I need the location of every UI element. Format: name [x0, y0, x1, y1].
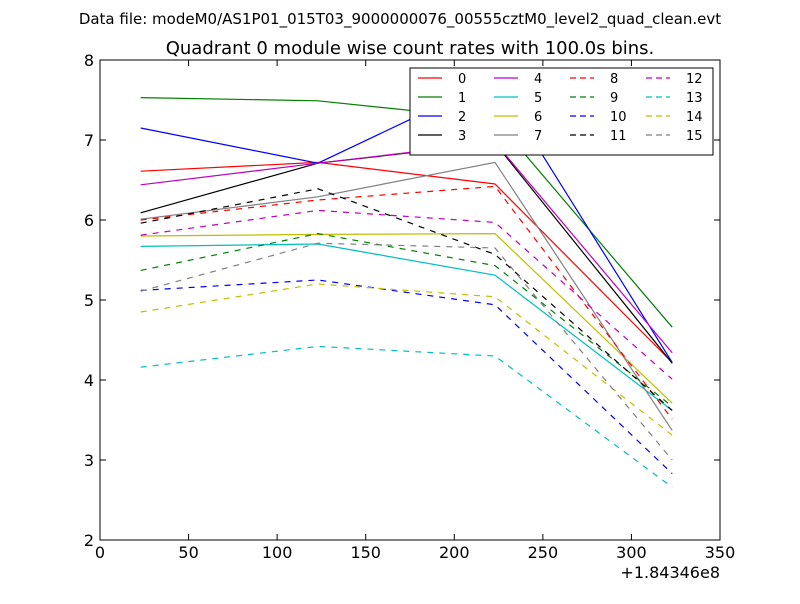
series-line-7 [140, 161, 673, 431]
x-tick-label: 250 [528, 543, 559, 562]
legend-label-15: 15 [686, 129, 703, 144]
legend-label-13: 13 [686, 91, 703, 106]
legend-label-6: 6 [534, 110, 542, 125]
x-tick-label: 50 [178, 543, 198, 562]
series-line-14 [140, 283, 673, 436]
series-line-1 [140, 97, 673, 328]
series-line-0 [140, 161, 673, 363]
series-line-13 [140, 345, 673, 488]
legend-label-5: 5 [534, 91, 542, 106]
x-tick-label: 350 [705, 543, 736, 562]
series-line-3 [140, 142, 673, 364]
chart-title: Quadrant 0 module wise count rates with … [166, 38, 655, 59]
y-tick-label: 3 [84, 451, 94, 470]
legend-label-8: 8 [610, 72, 618, 87]
y-tick-label: 5 [84, 291, 94, 310]
legend-label-10: 10 [610, 110, 627, 125]
legend-label-1: 1 [458, 91, 466, 106]
y-tick-label: 2 [84, 531, 94, 550]
series-line-12 [140, 209, 673, 380]
series-line-10 [140, 279, 673, 475]
x-tick-label: 300 [616, 543, 647, 562]
legend-label-3: 3 [458, 129, 466, 144]
legend-label-7: 7 [534, 129, 542, 144]
x-tick-label: 150 [350, 543, 381, 562]
legend-label-11: 11 [610, 129, 627, 144]
legend-label-12: 12 [686, 72, 703, 87]
legend-label-2: 2 [458, 110, 466, 125]
y-tick-label: 7 [84, 131, 94, 150]
x-offset-label: +1.84346e8 [620, 563, 720, 582]
series-line-8 [140, 185, 673, 420]
y-tick-label: 4 [84, 371, 94, 390]
legend-label-0: 0 [458, 72, 466, 87]
x-tick-label: 200 [439, 543, 470, 562]
series-line-5 [140, 243, 673, 411]
x-tick-label: 0 [95, 543, 105, 562]
y-tick-label: 8 [84, 51, 94, 70]
y-tick-label: 6 [84, 211, 94, 230]
series-line-6 [140, 232, 673, 404]
chart-suptitle: Data file: modeM0/AS1P01_015T03_90000000… [79, 10, 721, 29]
series-line-11 [140, 188, 673, 411]
legend-label-4: 4 [534, 72, 542, 87]
plot-area [140, 78, 673, 488]
legend-box [409, 67, 714, 156]
series-line-2 [140, 78, 673, 363]
x-tick-label: 100 [262, 543, 293, 562]
legend-label-14: 14 [686, 110, 703, 125]
series-line-4 [140, 141, 673, 354]
legend-label-9: 9 [610, 91, 618, 106]
